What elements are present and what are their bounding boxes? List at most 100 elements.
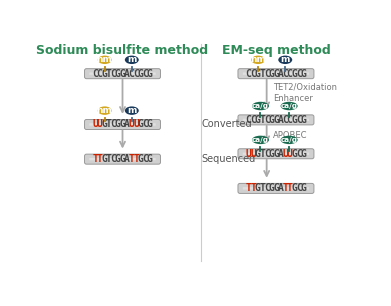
FancyBboxPatch shape: [238, 115, 314, 125]
Text: A: A: [278, 149, 283, 159]
Text: C: C: [142, 154, 148, 164]
Text: Sequenced: Sequenced: [201, 154, 256, 164]
Text: C: C: [250, 115, 256, 125]
Text: C: C: [250, 69, 256, 79]
Text: G: G: [101, 120, 107, 129]
Text: C: C: [246, 115, 251, 125]
Text: C: C: [110, 154, 116, 164]
Text: U: U: [246, 149, 251, 159]
Text: G: G: [291, 115, 297, 125]
Ellipse shape: [251, 56, 265, 64]
Text: G: G: [115, 69, 121, 79]
Text: T: T: [106, 69, 112, 79]
Text: G: G: [138, 120, 144, 129]
Text: C: C: [246, 69, 251, 79]
Text: G: G: [269, 149, 274, 159]
Text: C: C: [142, 69, 148, 79]
Text: C: C: [264, 69, 270, 79]
Ellipse shape: [125, 56, 139, 64]
Text: C: C: [287, 69, 292, 79]
FancyBboxPatch shape: [89, 123, 156, 126]
Text: G: G: [115, 154, 121, 164]
Ellipse shape: [98, 56, 112, 64]
Text: C: C: [296, 149, 302, 159]
Text: U: U: [97, 120, 102, 129]
Text: T: T: [259, 183, 265, 193]
FancyBboxPatch shape: [84, 120, 160, 129]
Text: C: C: [296, 115, 302, 125]
FancyBboxPatch shape: [238, 183, 314, 193]
Text: A: A: [124, 69, 130, 79]
Text: C: C: [287, 115, 292, 125]
Text: T: T: [259, 115, 265, 125]
Text: TET2/Oxidation
Enhancer: TET2/Oxidation Enhancer: [273, 83, 337, 103]
Text: G: G: [273, 69, 279, 79]
Text: T: T: [259, 149, 265, 159]
Text: ca/g: ca/g: [252, 103, 269, 109]
Text: G: G: [269, 69, 274, 79]
Text: U: U: [282, 149, 288, 159]
Text: ca/g: ca/g: [281, 103, 298, 109]
Text: C: C: [142, 120, 148, 129]
Text: G: G: [255, 69, 260, 79]
Text: G: G: [300, 115, 306, 125]
Text: C: C: [92, 69, 98, 79]
FancyBboxPatch shape: [238, 69, 314, 79]
FancyBboxPatch shape: [89, 73, 156, 75]
Text: m: m: [127, 55, 136, 64]
Text: G: G: [269, 115, 274, 125]
Text: G: G: [101, 69, 107, 79]
Text: T: T: [246, 183, 251, 193]
Text: T: T: [133, 154, 139, 164]
Text: U: U: [129, 120, 135, 129]
Text: G: G: [273, 183, 279, 193]
Text: m: m: [127, 106, 136, 115]
Text: U: U: [250, 149, 256, 159]
Text: C: C: [296, 183, 302, 193]
Text: G: G: [269, 183, 274, 193]
Text: G: G: [138, 69, 144, 79]
Text: C: C: [129, 69, 135, 79]
Text: C: C: [110, 120, 116, 129]
Text: m: m: [281, 55, 290, 64]
Ellipse shape: [252, 102, 269, 110]
FancyBboxPatch shape: [89, 158, 156, 160]
Text: Sodium bisulfite method: Sodium bisulfite method: [36, 44, 208, 58]
Text: G: G: [273, 149, 279, 159]
FancyBboxPatch shape: [238, 149, 314, 159]
Text: T: T: [97, 154, 102, 164]
Text: G: G: [147, 120, 153, 129]
Text: G: G: [255, 149, 260, 159]
Text: hm: hm: [97, 106, 113, 115]
Text: A: A: [124, 120, 130, 129]
Text: C: C: [110, 69, 116, 79]
Text: hm: hm: [250, 55, 266, 64]
Text: C: C: [282, 115, 288, 125]
Ellipse shape: [125, 106, 139, 115]
Text: T: T: [287, 183, 292, 193]
Text: G: G: [300, 149, 306, 159]
FancyBboxPatch shape: [243, 152, 309, 155]
Text: A: A: [278, 69, 283, 79]
Text: T: T: [129, 154, 135, 164]
FancyBboxPatch shape: [243, 73, 309, 75]
Text: APOBEC: APOBEC: [273, 131, 307, 140]
Text: A: A: [278, 183, 283, 193]
Text: G: G: [291, 69, 297, 79]
Text: A: A: [278, 115, 283, 125]
Text: G: G: [300, 69, 306, 79]
Ellipse shape: [252, 136, 269, 144]
Text: hm: hm: [97, 55, 113, 64]
Text: A: A: [124, 154, 130, 164]
Text: G: G: [147, 154, 153, 164]
Text: C: C: [97, 69, 102, 79]
Text: C: C: [264, 115, 270, 125]
Text: G: G: [291, 149, 297, 159]
Text: T: T: [106, 120, 112, 129]
FancyBboxPatch shape: [243, 119, 309, 121]
Text: T: T: [92, 154, 98, 164]
Ellipse shape: [281, 102, 298, 110]
Text: U: U: [287, 149, 292, 159]
Text: G: G: [147, 69, 153, 79]
Text: U: U: [133, 120, 139, 129]
